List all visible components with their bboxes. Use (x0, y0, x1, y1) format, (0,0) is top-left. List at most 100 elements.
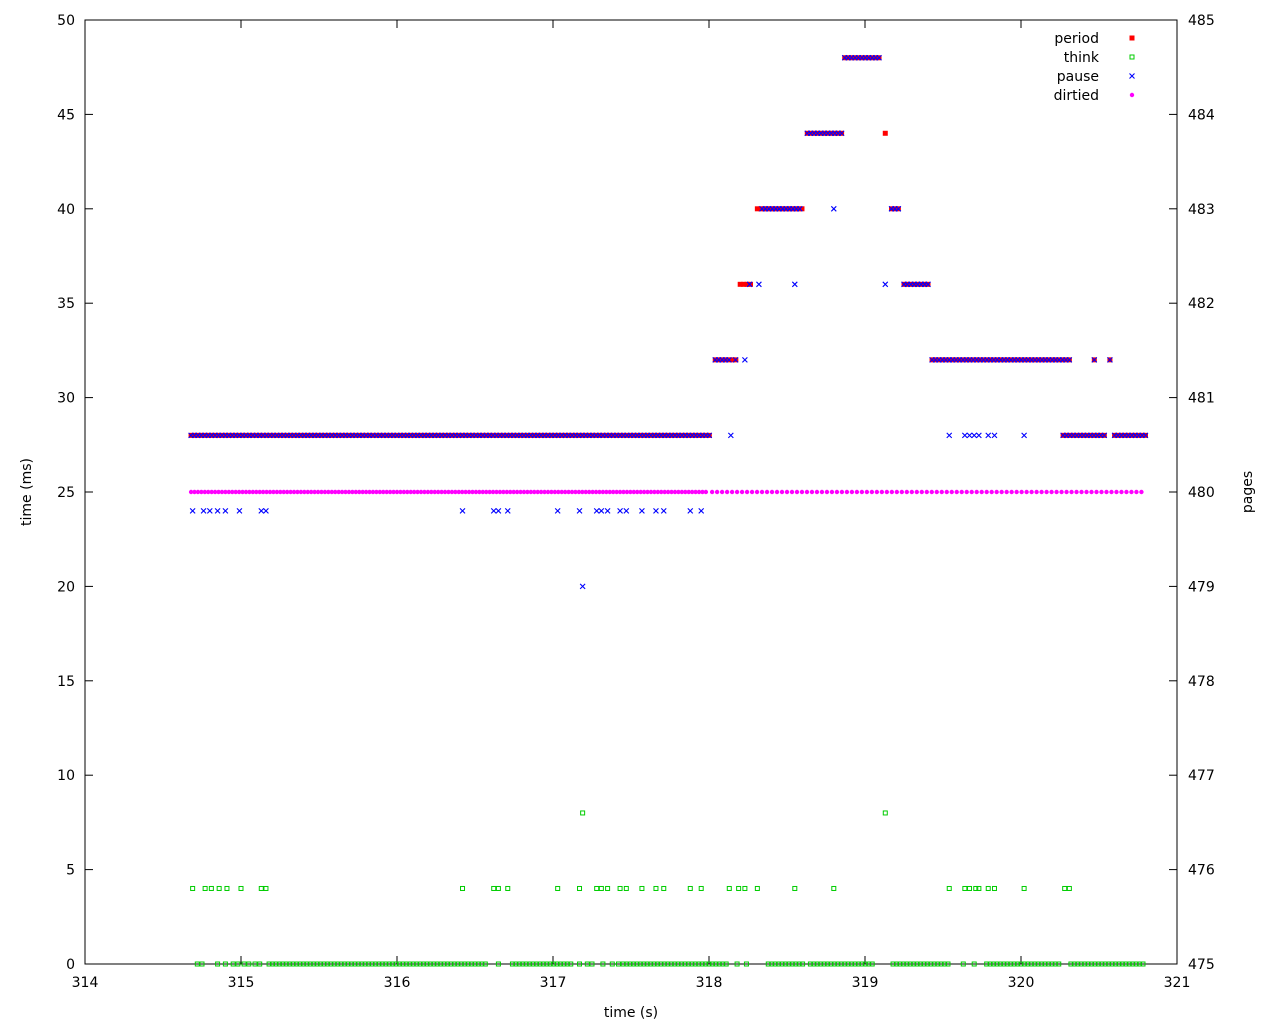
think-point (997, 961, 1003, 967)
pause-point (876, 54, 882, 61)
dirtied-point (919, 489, 924, 495)
dirtied-point (849, 489, 855, 495)
think-point (743, 961, 749, 967)
think-point (651, 961, 657, 967)
dirtied-point (1099, 489, 1104, 495)
pause-point (1066, 356, 1073, 363)
dirtied-point (774, 489, 780, 495)
pause-point (687, 507, 694, 514)
think-point (396, 961, 402, 967)
think-point (1089, 961, 1095, 967)
x-tick-label: 314 (72, 975, 99, 991)
series-layer (188, 54, 1149, 967)
think-point (258, 885, 264, 891)
dirtied-point (894, 489, 900, 495)
dirtied-point (542, 489, 547, 495)
dirtied-point (659, 489, 664, 495)
think-point (1021, 885, 1027, 891)
think-point (921, 961, 927, 967)
dirtied-point (494, 489, 499, 495)
pause-point (495, 507, 502, 514)
dirtied-point (628, 489, 633, 495)
think-point (263, 885, 269, 891)
dirtied-point (597, 489, 602, 495)
dirtied-point (884, 489, 890, 495)
think-point (547, 961, 553, 967)
dirtied-point (719, 489, 725, 495)
think-point (224, 885, 230, 891)
legend-item-pause: pause (1057, 69, 1135, 85)
think-point (314, 961, 320, 967)
think-point (1130, 961, 1136, 967)
period-point (882, 130, 888, 136)
think-point (1008, 961, 1014, 967)
think-point (928, 961, 934, 967)
think-point (1078, 961, 1084, 967)
dirtied-point (1104, 489, 1109, 495)
think-point (713, 961, 719, 967)
dirtied-point (405, 489, 410, 495)
dirtied-point (676, 489, 681, 495)
dirtied-point (278, 489, 283, 495)
dirtied-point (839, 489, 845, 495)
think-point (190, 885, 196, 891)
dirtied-point (381, 489, 386, 495)
think-point (376, 961, 382, 967)
x-tick-label: 319 (852, 975, 879, 991)
pause-point (895, 205, 902, 212)
think-point (918, 961, 924, 967)
think-point (991, 885, 997, 891)
think-point (967, 885, 973, 891)
think-point (516, 961, 522, 967)
dirtied-point (518, 489, 523, 495)
think-point (616, 961, 622, 967)
think-point (1035, 961, 1041, 967)
think-point (1021, 961, 1027, 967)
pause-point (1101, 432, 1108, 439)
dirtied-point (864, 489, 870, 495)
dirtied-point (686, 489, 691, 495)
pause-point (727, 432, 734, 439)
pause-point (966, 432, 973, 439)
pause-point (200, 507, 207, 514)
think-point (938, 961, 944, 967)
dirtied-point (329, 489, 334, 495)
dirtied-point (477, 489, 482, 495)
think-point (821, 961, 827, 967)
y2-tick-label: 484 (1188, 107, 1215, 123)
dirtied-point (979, 489, 984, 495)
think-point (311, 961, 317, 967)
think-point (624, 961, 630, 967)
think-point (348, 961, 354, 967)
dirtied-point (929, 489, 934, 495)
think-point (935, 961, 941, 967)
think-point (800, 961, 806, 967)
dirtied-point (700, 489, 705, 495)
think-point (723, 961, 729, 967)
think-point (520, 961, 526, 967)
dirtied-point (611, 489, 616, 495)
dirtied-point (789, 489, 795, 495)
dirtied-point (819, 489, 825, 495)
dirtied-point (552, 489, 558, 495)
think-point (623, 885, 629, 891)
y-tick-label: 25 (57, 485, 75, 501)
think-point (776, 961, 782, 967)
think-point (202, 885, 208, 891)
y-tick-label: 50 (57, 13, 75, 29)
think-point (907, 961, 913, 967)
dirtied-point (538, 489, 544, 495)
think-point (653, 885, 659, 891)
think-point (352, 961, 358, 967)
dirtied-point (829, 489, 835, 495)
dirtied-point (250, 489, 256, 495)
think-point (1001, 961, 1007, 967)
y-tick-label: 20 (57, 579, 75, 595)
dirtied-point (648, 489, 654, 495)
dirtied-point (271, 489, 276, 495)
think-point (754, 885, 760, 891)
dirtied-point (504, 489, 510, 495)
pause-point (706, 432, 713, 439)
think-point (417, 961, 423, 967)
think-point (818, 961, 824, 967)
